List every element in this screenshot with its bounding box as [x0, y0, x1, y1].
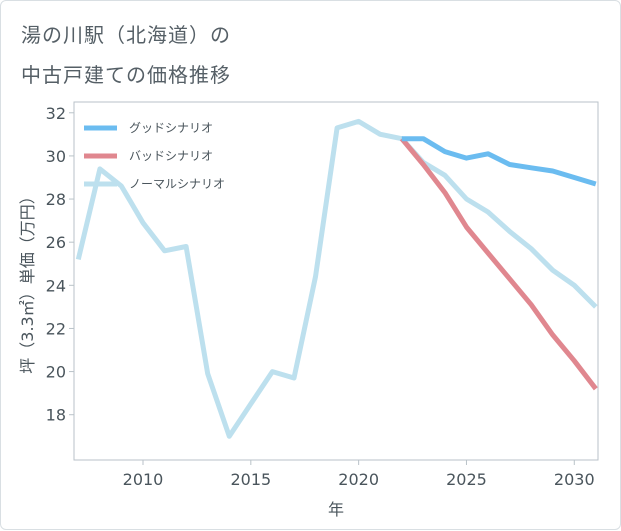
y-tick-label: 18 — [46, 406, 66, 425]
chart-title-line1: 湯の川駅（北海道）の — [21, 23, 231, 47]
x-tick-label: 2010 — [123, 470, 164, 489]
x-tick-label: 2030 — [554, 470, 595, 489]
plot-frame — [73, 101, 599, 461]
legend-label: ノーマルシナリオ — [129, 177, 225, 191]
legend-label: グッドシナリオ — [129, 121, 213, 135]
y-tick-label: 30 — [46, 147, 66, 166]
y-tick-label: 24 — [46, 276, 66, 295]
chart-title-line2: 中古戸建ての価格推移 — [21, 63, 231, 87]
series-line-good — [401, 136, 597, 187]
y-tick-label: 26 — [46, 233, 66, 252]
y-tick-label: 32 — [46, 104, 66, 123]
y-tick-label: 22 — [46, 319, 66, 338]
x-tick-label: 2020 — [338, 470, 379, 489]
x-tick-label: 2015 — [230, 470, 271, 489]
y-tick-label: 28 — [46, 190, 66, 209]
y-tick-label: 20 — [46, 363, 66, 382]
y-axis-title: 坪（3.3㎡）単価（万円） — [18, 188, 37, 373]
series-line-bad — [399, 137, 598, 391]
series-line-normal — [75, 118, 598, 439]
legend-label: バッドシナリオ — [129, 149, 213, 163]
x-axis-title: 年 — [328, 500, 344, 519]
x-tick-label: 2025 — [446, 470, 487, 489]
